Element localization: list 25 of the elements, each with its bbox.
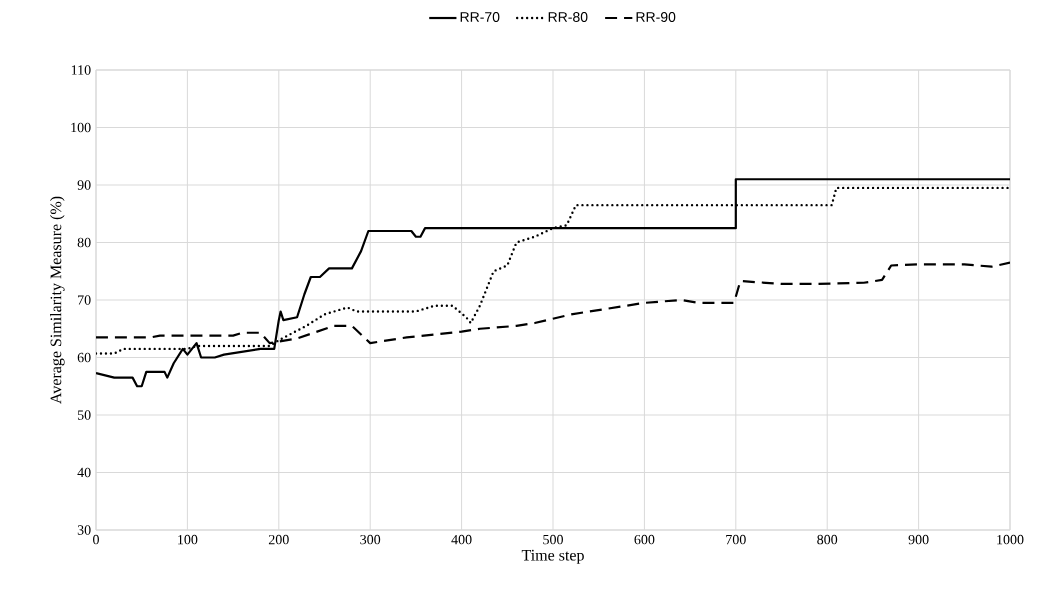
y-tick-label: 60: [77, 352, 91, 363]
x-tick-label: 600: [634, 534, 655, 545]
y-tick-label: 40: [77, 467, 91, 478]
legend-label: RR-90: [636, 12, 676, 22]
y-tick-label: 30: [77, 525, 91, 535]
y-tick-label: 70: [78, 295, 91, 305]
x-axis-title: Time step: [521, 549, 584, 564]
legend-label: RR-80: [548, 12, 588, 22]
y-tick-label: 50: [77, 410, 91, 420]
y-tick-label: 90: [77, 180, 91, 190]
y-axis-title: Average Similarity Measure (%): [50, 196, 65, 404]
x-tick-label: 300: [360, 534, 381, 545]
x-tick-label: 400: [451, 534, 472, 545]
x-tick-label: 700: [726, 534, 746, 545]
legend-label: RR-70: [460, 12, 500, 22]
y-tick-label: 80: [77, 237, 91, 248]
x-tick-label: 1000: [997, 534, 1024, 545]
x-tick-label: 0: [93, 534, 99, 545]
x-tick-label: 900: [908, 534, 929, 545]
x-tick-label: 200: [268, 534, 289, 545]
y-tick-label: 100: [71, 122, 91, 133]
x-tick-label: 500: [543, 534, 563, 545]
x-tick-label: 100: [178, 534, 198, 545]
x-tick-label: 800: [817, 534, 838, 545]
y-tick-label: 110: [71, 65, 91, 75]
